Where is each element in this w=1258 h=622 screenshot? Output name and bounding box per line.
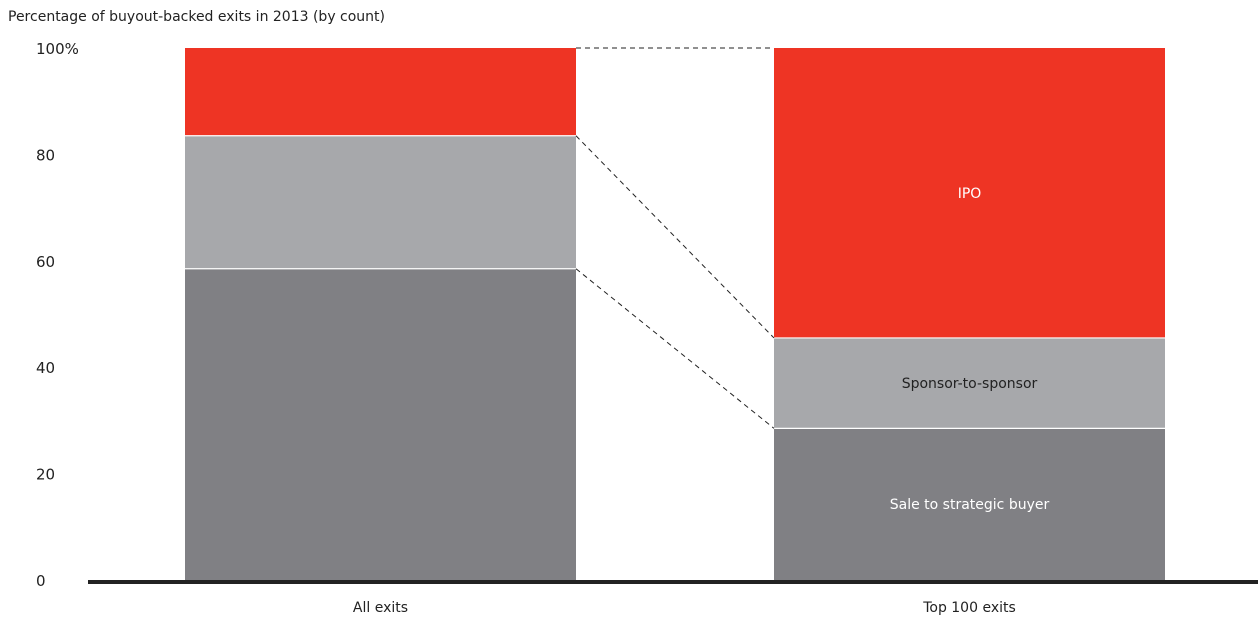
y-tick-label: 0 (36, 572, 46, 590)
connector-sponsor-to-sponsor (575, 135, 775, 339)
y-tick-label: 20 (36, 466, 55, 484)
bar-all-exits-ipo (185, 48, 576, 136)
y-tick-label: 100% (36, 40, 79, 58)
segment-label-sponsor-to-sponsor: Sponsor-to-sponsor (902, 376, 1038, 392)
segment-label-sale-to-strategic-buyer: Sale to strategic buyer (890, 497, 1050, 513)
bar-top-100-exits-sponsor-to-sponsor (774, 337, 1165, 429)
connector-sale-to-strategic-buyer (575, 268, 775, 429)
bar-top-100-exits-ipo (774, 48, 1165, 338)
y-tick-label: 60 (36, 253, 55, 271)
x-category-label: Top 100 exits (922, 600, 1016, 616)
y-tick-label: 80 (36, 146, 55, 164)
x-category-label: All exits (353, 600, 408, 616)
bar-all-exits-sponsor-to-sponsor (185, 135, 576, 269)
segment-label-ipo: IPO (958, 186, 982, 202)
y-axis-title: Percentage of buyout-backed exits in 201… (8, 9, 386, 25)
bar-top-100-exits-sale-to-strategic-buyer (774, 428, 1165, 580)
y-tick-label: 40 (36, 359, 55, 377)
bar-all-exits-sale-to-strategic-buyer (185, 268, 576, 580)
